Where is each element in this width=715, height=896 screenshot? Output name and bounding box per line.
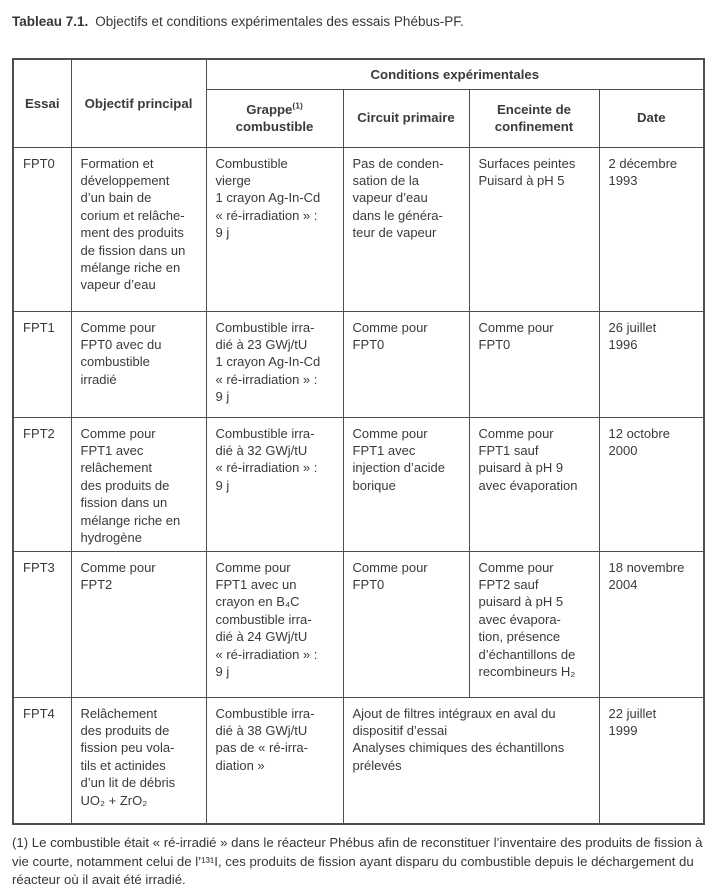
cell-circuit: Comme pour FPT1 avec injection d’acide b… <box>342 416 470 552</box>
col-header-conditions: Conditions expérimentales <box>205 58 705 90</box>
table-caption-text: Objectifs et conditions expérimentales d… <box>95 14 464 29</box>
table-caption: Tableau 7.1. Objectifs et conditions expé… <box>12 13 703 31</box>
cell-date: 2 décembre 1993 <box>598 146 705 312</box>
grappe-label-line2: combustible <box>235 119 314 134</box>
cell-objectif: Comme pour FPT2 <box>70 550 207 698</box>
table-row-fpt0: FPT0 Formation et développement d’un bai… <box>12 146 705 312</box>
cell-objectif: Relâchement des produits de fission peu … <box>70 696 207 825</box>
footnote: (1) Le combustible était « ré-irradié » … <box>12 835 703 888</box>
cell-essai: FPT1 <box>12 310 72 418</box>
grappe-label: Grappe <box>246 101 293 117</box>
cell-objectif: Comme pour FPT1 avec relâchement des pro… <box>70 416 207 552</box>
cell-essai: FPT0 <box>12 146 72 312</box>
cell-circuit: Comme pour FPT0 <box>342 550 470 698</box>
col-header-date: Date <box>598 88 705 148</box>
col-header-grappe: Grappe(1) combustible <box>205 88 344 148</box>
table-row-fpt2: FPT2 Comme pour FPT1 avec relâchement de… <box>12 416 705 552</box>
experiments-table: Essai Objectif principal Conditions expé… <box>12 58 706 825</box>
cell-grappe: Combustible vierge 1 crayon Ag-In-Cd « r… <box>205 146 344 312</box>
cell-essai: FPT2 <box>12 416 72 552</box>
header-row-top: Essai Objectif principal Conditions expé… <box>12 58 705 148</box>
cell-grappe: Comme pour FPT1 avec un crayon en B₄C co… <box>205 550 344 698</box>
cell-enceinte: Comme pour FPT1 sauf puisard à pH 9 avec… <box>468 416 600 552</box>
table-caption-number: Tableau 7.1. <box>12 14 89 29</box>
cell-enceinte: Comme pour FPT2 sauf puisard à pH 5 avec… <box>468 550 600 698</box>
cell-objectif: Comme pour FPT0 avec du combustible irra… <box>70 310 207 418</box>
cell-date: 22 juillet 1999 <box>598 696 705 825</box>
cell-grappe: Combustible irra- dié à 23 GWj/tU 1 cray… <box>205 310 344 418</box>
cell-enceinte: Comme pour FPT0 <box>468 310 600 418</box>
cell-circuit-enceinte-merged: Ajout de filtres intégraux en aval du di… <box>342 696 600 825</box>
table-row-fpt1: FPT1 Comme pour FPT0 avec du combustible… <box>12 310 705 418</box>
table-row-fpt3: FPT3 Comme pour FPT2 Comme pour FPT1 ave… <box>12 550 705 698</box>
cell-circuit: Pas de conden- sation de la vapeur d’eau… <box>342 146 470 312</box>
cell-grappe: Combustible irra- dié à 38 GWj/tU pas de… <box>205 696 344 825</box>
table-row-fpt4: FPT4 Relâchement des produits de fission… <box>12 696 705 825</box>
col-header-objectif: Objectif principal <box>70 58 207 148</box>
cell-essai: FPT4 <box>12 696 72 825</box>
cell-objectif: Formation et développement d’un bain de … <box>70 146 207 312</box>
grappe-footnote-ref: (1) <box>292 100 303 111</box>
col-header-essai: Essai <box>12 58 72 148</box>
cell-date: 12 octobre 2000 <box>598 416 705 552</box>
cell-grappe: Combustible irra- dié à 32 GWj/tU « ré-i… <box>205 416 344 552</box>
header-row-sub: Grappe(1) combustible Circuit primaire En… <box>13 88 705 148</box>
cell-enceinte: Surfaces peintes Puisard à pH 5 <box>468 146 600 312</box>
cell-date: 18 novembre 2004 <box>598 550 705 698</box>
col-header-circuit: Circuit primaire <box>342 88 470 148</box>
cell-essai: FPT3 <box>12 550 72 698</box>
cell-date: 26 juillet 1996 <box>598 310 705 418</box>
cell-circuit: Comme pour FPT0 <box>342 310 470 418</box>
col-header-enceinte: Enceinte de confinement <box>468 88 600 148</box>
